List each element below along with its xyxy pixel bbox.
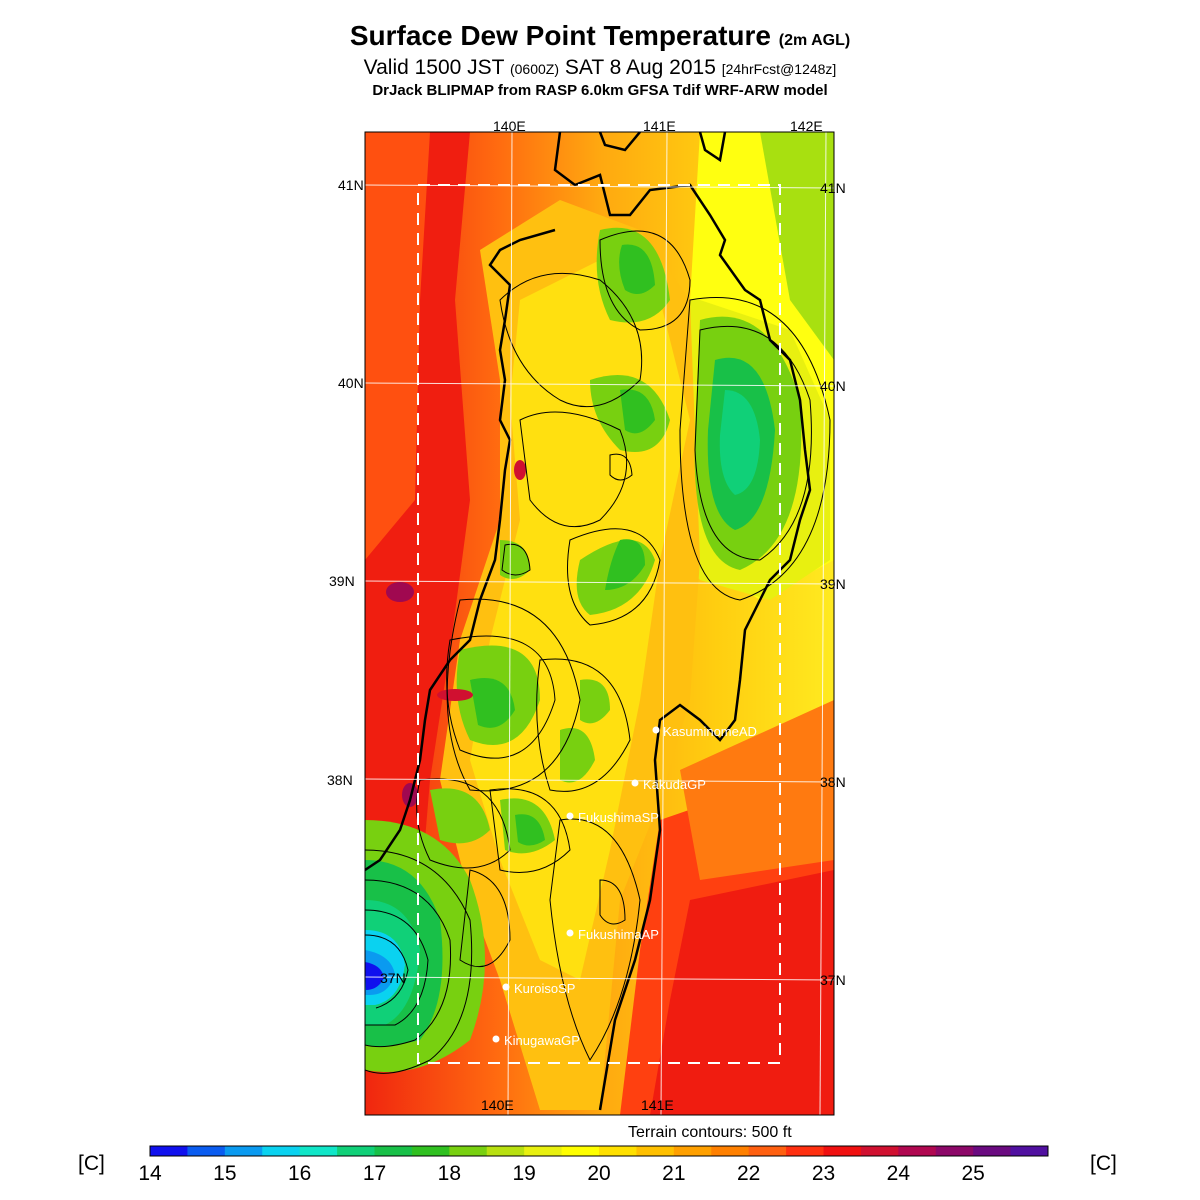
colorbar-swatch [673, 1146, 712, 1156]
colorbar-tick-label: 21 [662, 1162, 685, 1185]
lat-label-left: 41N [338, 177, 364, 193]
lat-label-right: 38N [820, 774, 846, 790]
station-marker[interactable] [566, 812, 574, 820]
station-label: KinugawaGP [504, 1033, 580, 1048]
colorbar-swatch [449, 1146, 488, 1156]
colorbar-tick-label: 19 [512, 1162, 535, 1185]
colorbar-tick-label: 15 [213, 1162, 236, 1185]
colorbar-swatch [299, 1146, 338, 1156]
colorbar-swatch [860, 1146, 899, 1156]
colorbar-swatch [711, 1146, 750, 1156]
valid-time-b: (0600Z) [509, 61, 560, 77]
lon-label-top: 142E [790, 118, 823, 134]
colorbar-swatch [486, 1146, 525, 1156]
lat-label-left: 38N [327, 772, 353, 788]
station-label: KuroisoSP [514, 981, 575, 996]
station-label: FukushimaSP [578, 810, 659, 825]
colorbar-frame [149, 1145, 1049, 1157]
colorbar-swatch [1010, 1146, 1049, 1156]
station-marker[interactable] [492, 1035, 500, 1043]
colorbar-ticks: 14 15 16 17 18 19 20 21 22 23 24 25 [138, 1162, 985, 1185]
lat-label-left: 37N [380, 970, 406, 986]
colorbar-unit-right: [C] [1090, 1152, 1117, 1175]
station-label: FukushimaAP [578, 927, 659, 942]
colorbar-swatch [636, 1146, 675, 1156]
terrain-note: Terrain contours: 500 ft [628, 1124, 792, 1141]
colorbar-tick-label: 20 [587, 1162, 610, 1185]
map-frame [364, 131, 835, 1116]
colorbar-tick-label: 14 [138, 1162, 162, 1185]
colorbar-swatch [150, 1146, 188, 1156]
station-marker[interactable] [502, 983, 510, 991]
colorbar-swatch [786, 1146, 824, 1156]
colorbar-swatch [561, 1146, 600, 1156]
colorbar-tick-label: 22 [737, 1162, 760, 1185]
lon-label-top: 141E [643, 118, 676, 134]
lon-label-top: 140E [493, 118, 526, 134]
valid-time-c: SAT 8 Aug 2015 [564, 56, 716, 79]
colorbar-swatch [262, 1146, 301, 1156]
terrain-contours [365, 230, 831, 1074]
inner-domain-box [417, 184, 781, 1064]
station-marker[interactable] [652, 726, 660, 734]
station-label: KasuminomeAD [663, 724, 757, 739]
colorbar-unit-left: [C] [78, 1152, 105, 1175]
colorbar-tick-label: 23 [812, 1162, 835, 1185]
colorbar-swatch [224, 1146, 263, 1156]
station-marker[interactable] [566, 929, 574, 937]
lon-label-bottom: 140E [481, 1097, 514, 1113]
station-label: KakudaGP [643, 777, 706, 792]
colorbar-swatch [973, 1146, 1012, 1156]
lat-label-right: 37N [820, 972, 846, 988]
lat-label-right: 40N [820, 378, 846, 394]
coastline [365, 132, 812, 1111]
colorbar-swatch [337, 1146, 375, 1156]
chart-title: Surface Dew Point Temperature (2m AGL) [0, 20, 1200, 52]
model-subtitle: DrJack BLIPMAP from RASP 6.0km GFSA Tdif… [372, 82, 828, 99]
graticule [364, 131, 835, 1116]
station-marker[interactable] [631, 779, 639, 787]
colorbar-swatch [748, 1146, 787, 1156]
colorbar-tick-label: 24 [887, 1162, 911, 1185]
valid-time: Valid 1500 JST (0600Z) SAT 8 Aug 2015 [2… [0, 56, 1200, 80]
colorbar-tick-label: 25 [961, 1162, 984, 1185]
colorbar: [C] [C] 14 15 16 17 18 19 20 21 22 23 24 25 [78, 1145, 1117, 1185]
lat-label-right: 39N [820, 576, 846, 592]
colorbar-swatches [150, 1146, 1049, 1156]
colorbar-swatch [411, 1146, 450, 1156]
colorbar-swatch [374, 1146, 413, 1156]
colorbar-swatch [524, 1146, 563, 1156]
lon-label-bottom: 141E [641, 1097, 674, 1113]
valid-time-d: [24hrFcst@1248z] [721, 61, 837, 77]
lat-label-right: 41N [820, 180, 846, 196]
title-suffix: (2m AGL) [778, 32, 851, 49]
lat-label-left: 39N [329, 573, 355, 589]
colorbar-swatch [187, 1146, 226, 1156]
colorbar-swatch [823, 1146, 862, 1156]
lat-labels: 41N 40N 39N 38N 37N 41N 40N 39N 38N 37N [327, 177, 846, 988]
title-main: Surface Dew Point Temperature [349, 20, 771, 51]
lat-label-left: 40N [338, 375, 364, 391]
colorbar-swatch [935, 1146, 974, 1156]
colorbar-tick-label: 17 [363, 1162, 386, 1185]
valid-time-a: Valid 1500 JST [363, 56, 505, 79]
colorbar-tick-label: 18 [438, 1162, 461, 1185]
colorbar-tick-label: 16 [288, 1162, 311, 1185]
lon-labels: 140E 141E 142E 140E 141E [481, 118, 823, 1113]
colorbar-swatch [898, 1146, 937, 1156]
stations: KasuminomeAD KakudaGP FukushimaSP Fukush… [492, 724, 757, 1048]
colorbar-swatch [599, 1146, 637, 1156]
